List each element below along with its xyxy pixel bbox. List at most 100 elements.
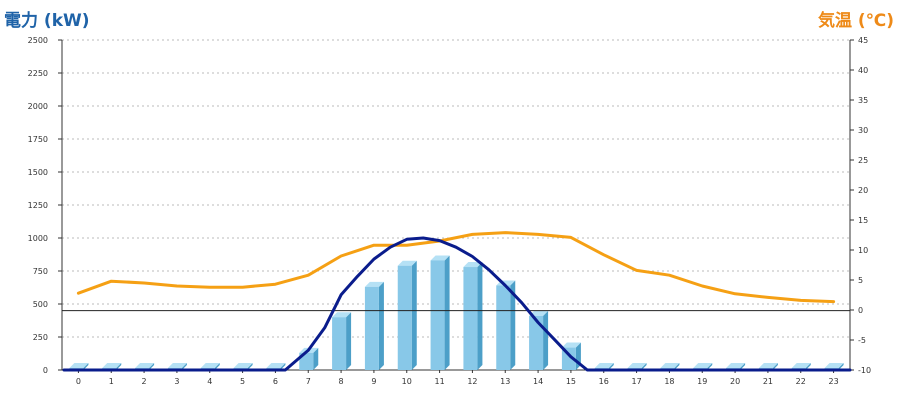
bar-side [149, 363, 155, 370]
bar [299, 352, 314, 370]
x-tick-label: 5 [240, 377, 245, 386]
x-tick-label: 20 [730, 377, 740, 386]
bar-top [364, 281, 384, 287]
left-tick-label: 2000 [28, 102, 48, 111]
bar-side [83, 363, 89, 370]
bar-top [693, 363, 713, 369]
bar [364, 286, 379, 370]
x-tick-label: 19 [697, 377, 707, 386]
x-tick-label: 7 [306, 377, 311, 386]
x-tick-label: 18 [664, 377, 674, 386]
left-tick-label: 2250 [28, 69, 48, 78]
bar-top [824, 363, 844, 369]
bar-side [510, 280, 516, 370]
x-tick-label: 15 [566, 377, 576, 386]
bar-top [397, 260, 417, 266]
bar [397, 265, 412, 370]
bar-side [608, 363, 614, 370]
bar-side [313, 347, 319, 370]
x-tick-label: 16 [599, 377, 609, 386]
bar-side [214, 363, 220, 370]
bar-top [529, 310, 549, 316]
bar-top [233, 363, 253, 369]
left-tick-label: 2500 [28, 36, 48, 45]
x-tick-label: 12 [467, 377, 477, 386]
bar-side [378, 281, 384, 370]
bar [496, 285, 511, 370]
bar-side [346, 312, 352, 370]
bar-top [167, 363, 187, 369]
right-tick-label: 40 [858, 66, 868, 75]
bar-side [674, 363, 680, 370]
right-tick-label: 25 [858, 156, 868, 165]
right-tick-label: 10 [858, 246, 868, 255]
bar-top [627, 363, 647, 369]
bar [463, 267, 478, 370]
left-tick-label: 500 [33, 300, 48, 309]
left-tick-label: 0 [43, 366, 48, 375]
x-tick-label: 14 [533, 377, 543, 386]
bar [332, 317, 347, 370]
bar-side [772, 363, 778, 370]
bar-side [247, 363, 253, 370]
right-tick-label: -5 [858, 336, 866, 345]
bar-top [594, 363, 614, 369]
left-tick-label: 1750 [28, 135, 48, 144]
bar-side [805, 363, 811, 370]
x-tick-label: 4 [207, 377, 212, 386]
x-tick-label: 1 [109, 377, 114, 386]
right-tick-label: 15 [858, 216, 868, 225]
x-tick-label: 22 [796, 377, 806, 386]
x-tick-label: 11 [434, 377, 444, 386]
left-tick-label: 1250 [28, 201, 48, 210]
right-tick-label: 30 [858, 126, 868, 135]
bar-top [791, 363, 811, 369]
bar-top [266, 363, 286, 369]
right-axis-title: 気温 (℃) [817, 11, 894, 31]
bar-side [641, 363, 647, 370]
bar-side [280, 363, 286, 370]
bar-top [758, 363, 778, 369]
bar-top [332, 312, 352, 318]
x-tick-label: 13 [500, 377, 510, 386]
left-tick-label: 750 [33, 267, 48, 276]
x-tick-label: 17 [631, 377, 641, 386]
bar-top [200, 363, 220, 369]
bar [430, 260, 445, 370]
power-series-line [62, 236, 852, 372]
left-axis-title: 電力 (kW) [4, 11, 90, 31]
x-tick-label: 6 [273, 377, 278, 386]
bar-top [102, 363, 122, 369]
left-tick-label: 1500 [28, 168, 48, 177]
right-tick-label: 35 [858, 96, 868, 105]
bar-side [116, 363, 122, 370]
bar-side [838, 363, 844, 370]
bar-side [477, 262, 483, 370]
bar-side [707, 363, 713, 370]
right-tick-label: 5 [858, 276, 863, 285]
bar-side [444, 255, 450, 370]
bar-top [726, 363, 746, 369]
bar-side [181, 363, 187, 370]
x-tick-label: 9 [371, 377, 376, 386]
bar-top [430, 255, 450, 261]
bar-top [463, 262, 483, 268]
x-tick-label: 8 [339, 377, 344, 386]
left-tick-label: 250 [33, 333, 48, 342]
bar-top [660, 363, 680, 369]
bar [529, 315, 544, 370]
bar-side [740, 363, 746, 370]
x-tick-label: 23 [828, 377, 838, 386]
x-tick-label: 10 [402, 377, 412, 386]
x-tick-label: 21 [763, 377, 773, 386]
left-tick-label: 1000 [28, 234, 48, 243]
right-tick-label: 0 [858, 306, 863, 315]
bar-side [411, 260, 417, 370]
x-tick-label: 3 [174, 377, 179, 386]
right-tick-label: 45 [858, 36, 868, 45]
bar-side [543, 310, 549, 370]
x-tick-label: 0 [76, 377, 81, 386]
temperature-series-line [76, 231, 836, 304]
